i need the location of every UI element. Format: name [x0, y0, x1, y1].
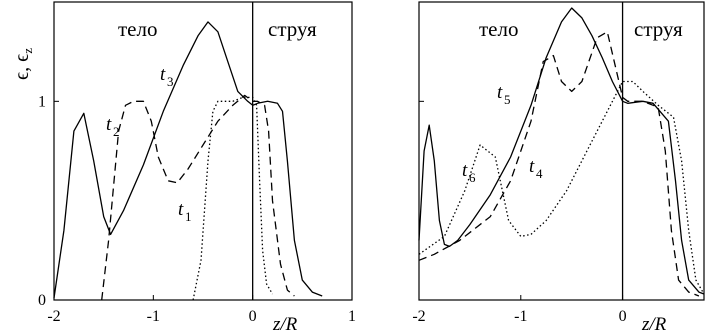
series-label-t2-sub: 2 — [113, 124, 120, 139]
series-line-t1 — [192, 96, 274, 301]
series-label-t5-sub: 5 — [504, 92, 511, 107]
x-tick-label: 1 — [348, 308, 356, 325]
right-series — [418, 7, 705, 297]
y-tick-label: 1 — [38, 93, 46, 110]
left-y-axis-label: ϵ, ϵz — [11, 48, 35, 80]
x-tick-label: -1 — [514, 308, 527, 325]
series-line-t3 — [53, 21, 323, 299]
series-label-t1-text: t — [178, 199, 184, 220]
left-region-label-jet: струя — [268, 17, 317, 41]
right-ticks: -2 -1 0 — [412, 100, 627, 325]
left-plot-frame — [53, 1, 353, 301]
series-label-t4-text: t — [529, 156, 535, 177]
right-region-label-jet: струя — [634, 17, 683, 41]
left-x-axis-label: z/R — [272, 314, 298, 335]
right-region-label-body: тело — [479, 17, 518, 41]
right-x-axis-label: z/R — [641, 314, 667, 335]
series-label-t1-sub: 1 — [185, 209, 192, 224]
left-ticks: -2 -1 0 1 0 1 — [38, 93, 356, 325]
left-region-label-body: тело — [118, 17, 157, 41]
x-tick-label: 0 — [249, 308, 257, 325]
left-y-axis-label-subscript: z — [20, 48, 35, 54]
series-label-t2-text: t — [106, 114, 112, 135]
series-label-t6-text: t — [462, 160, 468, 181]
series-label-t3-sub: 3 — [167, 74, 174, 89]
series-label-t4-sub: 4 — [536, 166, 543, 181]
left-series — [53, 21, 323, 301]
series-label-t6-sub: 6 — [469, 170, 476, 185]
series-line-t6 — [418, 80, 705, 295]
series-label-t5-text: t — [497, 82, 503, 103]
x-tick-label: -1 — [147, 308, 160, 325]
x-tick-label: -2 — [47, 308, 60, 325]
series-label-t3-text: t — [160, 64, 166, 85]
x-tick-label: 0 — [619, 308, 627, 325]
x-tick-label: -2 — [412, 308, 425, 325]
right-plot-frame — [418, 1, 705, 301]
series-line-t5 — [418, 31, 700, 297]
series-line-t4 — [418, 7, 705, 295]
left-y-axis-label-main: ϵ, ϵ — [11, 54, 33, 80]
y-tick-label: 0 — [38, 292, 46, 309]
series-line-t2 — [101, 94, 295, 301]
